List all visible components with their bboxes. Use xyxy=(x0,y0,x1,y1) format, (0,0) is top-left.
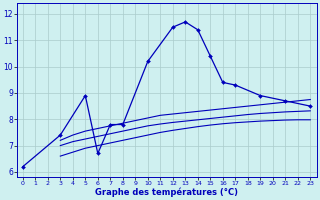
X-axis label: Graphe des températures (°C): Graphe des températures (°C) xyxy=(95,187,238,197)
